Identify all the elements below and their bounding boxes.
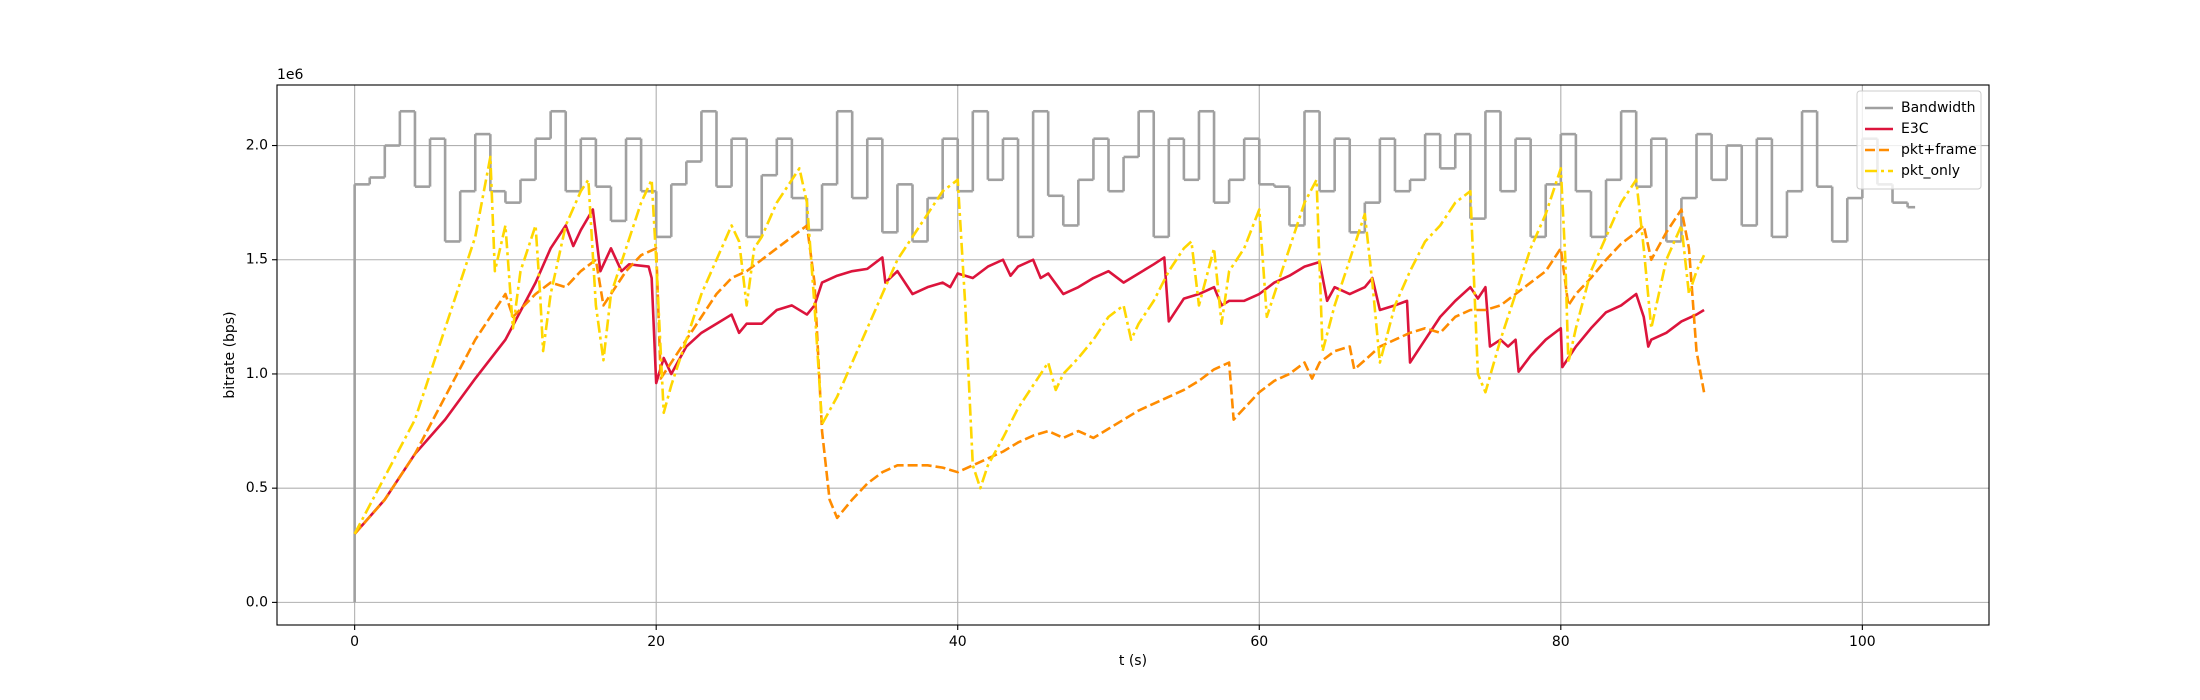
legend-label: pkt+frame	[1901, 142, 1977, 158]
x-tick-label: 0	[350, 634, 359, 650]
y-axis-label: bitrate (bps)	[222, 311, 238, 398]
series-line	[353, 208, 1706, 535]
y-tick-label: 0.0	[246, 594, 268, 610]
series-line	[353, 208, 1705, 535]
y-tick-label: 1.5	[246, 252, 268, 268]
legend-label: Bandwidth	[1901, 100, 1976, 116]
y-tick-label: 1.0	[246, 366, 268, 382]
y-tick-label: 0.5	[246, 480, 268, 496]
legend-box	[1856, 90, 1982, 190]
x-tick-label: 80	[1552, 634, 1570, 650]
legend-label: pkt_only	[1901, 163, 1960, 179]
x-axis-label: t (s)	[1119, 653, 1147, 669]
legend-label: E3C	[1901, 121, 1929, 137]
x-tick-label: 100	[1849, 634, 1876, 650]
y-offset-text: 1e6	[277, 67, 304, 83]
y-tick-label: 2.0	[246, 138, 268, 154]
series-line	[353, 155, 1706, 535]
x-tick-label: 40	[949, 634, 967, 650]
x-tick-label: 20	[647, 634, 665, 650]
x-tick-label: 60	[1250, 634, 1268, 650]
plot-frame	[276, 84, 1990, 626]
step-riser	[353, 111, 1909, 603]
